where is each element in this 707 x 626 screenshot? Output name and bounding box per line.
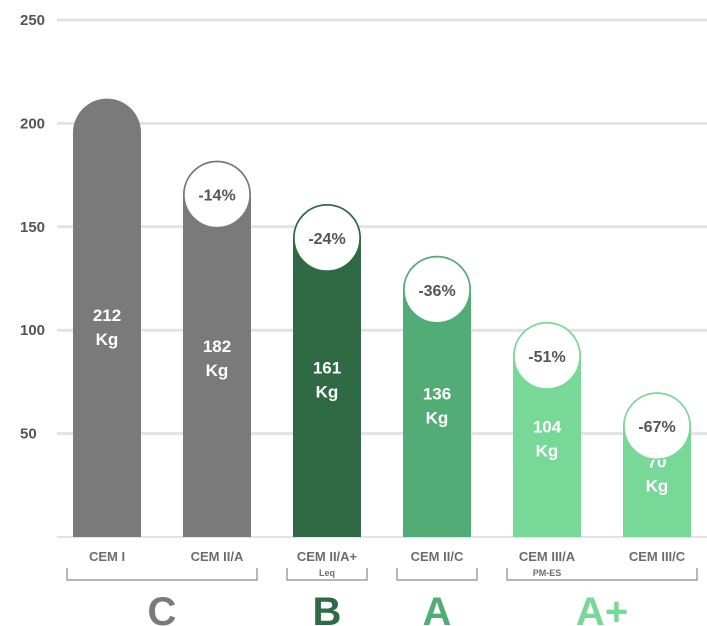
class-label: A — [423, 590, 452, 626]
bar-unit-label: Kg — [536, 441, 559, 460]
class-label: B — [313, 590, 342, 626]
bar-value-label: 136 — [423, 384, 451, 403]
x-tick-label: CEM II/A+ — [297, 549, 358, 564]
class-labels: C B A A+ Leq PM-ES — [66, 568, 698, 626]
class-bracket — [506, 568, 698, 581]
reduction-label: -67% — [638, 419, 675, 436]
bar — [183, 160, 251, 537]
reduction-badge — [183, 160, 251, 229]
reduction-badge — [293, 204, 361, 272]
bar-unit-label: Kg — [96, 330, 119, 349]
reduction-badge — [623, 392, 691, 460]
grid-lines — [57, 18, 707, 538]
x-axis: CEM I CEM II/A CEM II/A+ CEM II/C CEM III/A C… — [89, 549, 686, 564]
bar-unit-label: Kg — [316, 383, 339, 402]
bar-value-label: 161 — [313, 359, 341, 378]
bar-value-label: 104 — [533, 417, 562, 436]
class-label: C — [148, 590, 177, 626]
bar-value-label: 212 — [93, 306, 121, 325]
y-tick-label: 200 — [20, 115, 45, 132]
x-tick-label: CEM II/C — [411, 549, 464, 564]
x-tick-label: CEM I — [89, 549, 125, 564]
reduction-badge — [513, 322, 581, 390]
x-tick-label: CEM III/C — [629, 549, 686, 564]
bar-value-label: 182 — [203, 337, 231, 356]
class-bracket — [286, 568, 368, 581]
y-tick-label: 100 — [20, 322, 45, 339]
y-tick-label: 150 — [20, 219, 45, 236]
x-tick-sublabel: PM-ES — [533, 568, 562, 578]
reduction-badge — [403, 256, 471, 324]
bar — [73, 98, 141, 538]
x-tick-sublabel: Leq — [319, 568, 335, 578]
y-tick-label: 250 — [20, 12, 45, 29]
class-bracket — [396, 568, 478, 581]
bar — [403, 255, 471, 538]
bar-unit-label: Kg — [206, 361, 229, 380]
reduction-label: -51% — [528, 349, 565, 366]
bar-unit-label: Kg — [426, 408, 449, 427]
x-tick-label: CEM II/A — [191, 549, 244, 564]
bar — [293, 204, 361, 537]
bars: 212 Kg 182 Kg -14% 161 Kg -24% 136 Kg -36% 104 Kg -51… — [73, 98, 691, 538]
reduction-label: -36% — [418, 283, 455, 300]
y-axis: 50 100 150 200 250 — [20, 12, 45, 443]
x-tick-label: CEM III/A — [519, 549, 576, 564]
class-bracket — [66, 568, 258, 581]
class-label: A+ — [576, 590, 628, 626]
reduction-label: -14% — [198, 188, 235, 205]
bar-unit-label: Kg — [646, 477, 669, 496]
reduction-label: -24% — [308, 231, 345, 248]
y-tick-label: 50 — [20, 426, 37, 443]
